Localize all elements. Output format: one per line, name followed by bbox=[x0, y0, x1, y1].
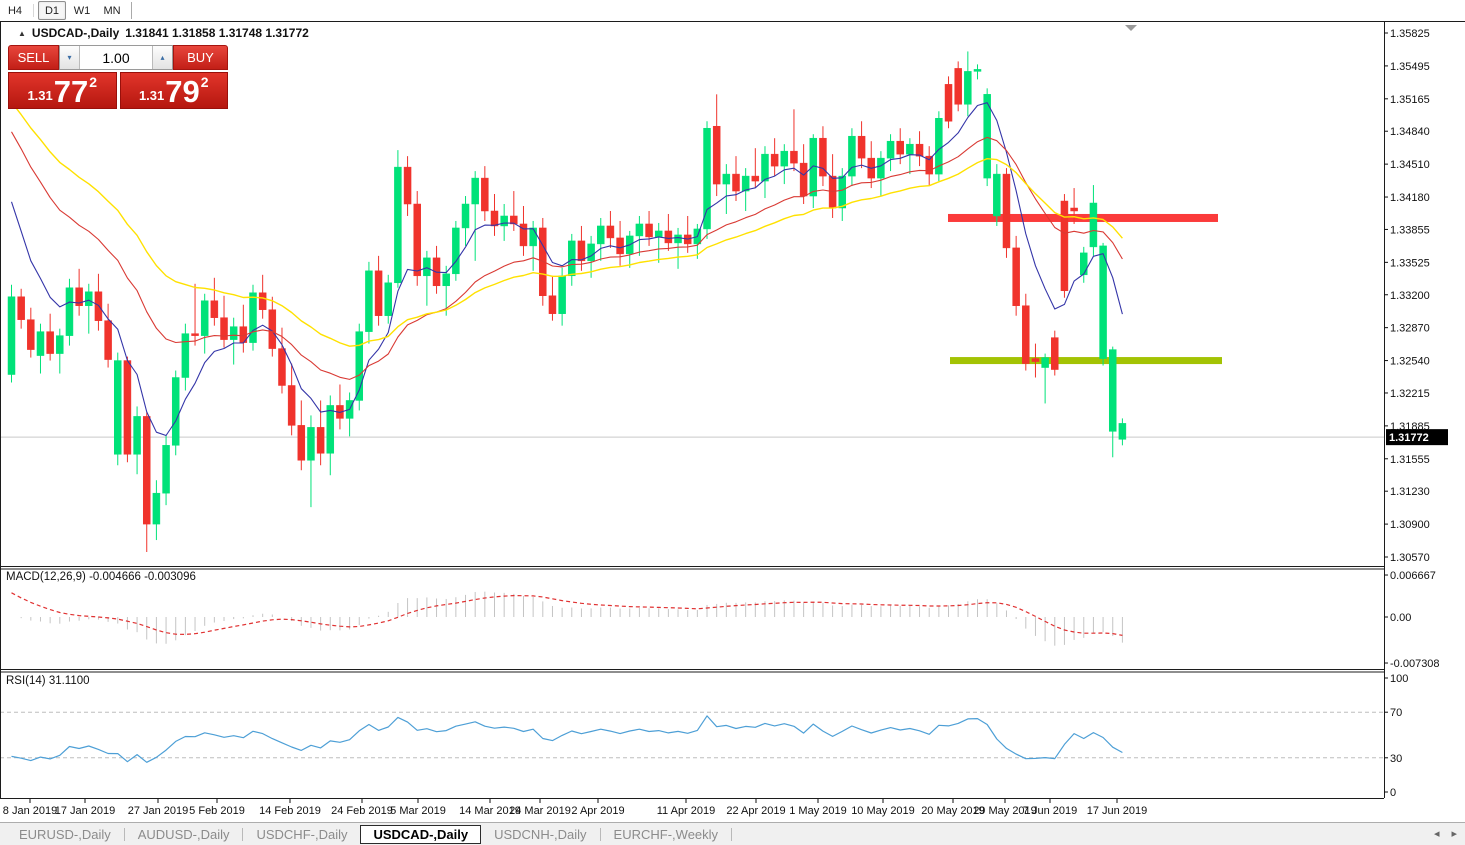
sell-price-big: 77 bbox=[53, 74, 89, 109]
tab-usdcnh-daily[interactable]: USDCNH-,Daily bbox=[494, 826, 587, 842]
rsi-axis-label: 0 bbox=[1390, 787, 1396, 799]
date-axis-label: 1 May 2019 bbox=[789, 805, 846, 817]
tab-separator bbox=[599, 827, 601, 841]
sell-button[interactable]: SELL bbox=[8, 45, 59, 70]
chart-header: ▲ USDCAD-,Daily 1.31841 1.31858 1.31748 … bbox=[18, 26, 309, 40]
timeframe-toolbar: H4 D1 W1 MN bbox=[0, 0, 1465, 21]
tab-separator bbox=[242, 827, 244, 841]
tab-separator bbox=[731, 827, 733, 841]
tab-usdchf-daily[interactable]: USDCHF-,Daily bbox=[256, 826, 348, 842]
ohlc-values: 1.31841 1.31858 1.31748 1.31772 bbox=[125, 26, 309, 40]
chart-tab-bar: EURUSD-,Daily AUDUSD-,Daily USDCHF-,Dail… bbox=[0, 822, 1465, 845]
macd-axis-label: 0.00 bbox=[1390, 612, 1411, 624]
support-hline[interactable] bbox=[950, 357, 1222, 365]
price-axis-label: 1.34840 bbox=[1390, 126, 1430, 138]
collapse-triangle-icon[interactable]: ▲ bbox=[18, 28, 26, 38]
price-axis-label: 1.30570 bbox=[1390, 552, 1430, 564]
price-axis-label: 1.35495 bbox=[1390, 61, 1430, 73]
date-axis-label: 24 Feb 2019 bbox=[331, 805, 393, 817]
one-click-trade-panel: SELL ▾ 1.00 ▴ BUY 1.31 77 2 1.31 79 2 bbox=[8, 45, 228, 109]
volume-spinner: ▾ 1.00 ▴ bbox=[59, 45, 173, 70]
tab-eurusd-daily[interactable]: EURUSD-,Daily bbox=[19, 826, 111, 842]
symbol-period-label: USDCAD-,Daily bbox=[31, 26, 120, 40]
rsi-panel-area[interactable] bbox=[0, 711, 1384, 763]
buy-price-small: 1.31 bbox=[138, 88, 165, 103]
rsi-indicator-label: RSI(14) 31.1100 bbox=[6, 675, 90, 687]
price-axis-label: 1.33525 bbox=[1390, 257, 1430, 269]
tab-scroll-left-icon[interactable]: ◂ bbox=[1433, 828, 1440, 840]
toolbar-separator bbox=[33, 4, 34, 17]
rsi-axis-label: 30 bbox=[1390, 753, 1402, 765]
price-axis-label: 1.34510 bbox=[1390, 159, 1430, 171]
price-axis-label: 1.33200 bbox=[1390, 290, 1430, 302]
volume-input[interactable]: 1.00 bbox=[102, 49, 130, 66]
date-axis-label: 17 Jan 2019 bbox=[55, 805, 116, 817]
price-axis-label: 1.31555 bbox=[1390, 454, 1430, 466]
price-axis-label: 1.35165 bbox=[1390, 94, 1430, 106]
sell-price-display[interactable]: 1.31 77 2 bbox=[8, 72, 117, 109]
date-axis-label: 2 Apr 2019 bbox=[571, 805, 624, 817]
rsi-axis-label: 100 bbox=[1390, 673, 1408, 685]
rsi-axis-label: 70 bbox=[1390, 707, 1402, 719]
date-axis-label: 20 May 2019 bbox=[921, 805, 985, 817]
price-chart-area[interactable] bbox=[0, 25, 1384, 553]
macd-axis-label: -0.007308 bbox=[1390, 658, 1440, 670]
date-axis-label: 7 Jun 2019 bbox=[1023, 805, 1077, 817]
buy-price-sup: 2 bbox=[200, 74, 209, 90]
date-axis-label: 11 Apr 2019 bbox=[657, 805, 716, 817]
price-axis-label: 1.33855 bbox=[1390, 224, 1430, 236]
macd-axis-label: 0.006667 bbox=[1390, 570, 1436, 582]
toolbar-divider bbox=[131, 2, 132, 19]
date-axis-label: 24 Mar 2019 bbox=[509, 805, 571, 817]
tab-eurchf-weekly[interactable]: EURCHF-,Weekly bbox=[613, 826, 719, 842]
buy-button[interactable]: BUY bbox=[173, 45, 228, 70]
buy-price-display[interactable]: 1.31 79 2 bbox=[119, 72, 228, 109]
date-axis-label: 5 Feb 2019 bbox=[189, 805, 245, 817]
date-axis-label: 17 Jun 2019 bbox=[1087, 805, 1148, 817]
tab-scroll-right-icon[interactable]: ▸ bbox=[1451, 828, 1457, 840]
tab-usdcad-daily[interactable]: USDCAD-,Daily bbox=[360, 824, 482, 844]
timeframe-d1-button[interactable]: D1 bbox=[38, 1, 66, 20]
macd-panel-area[interactable] bbox=[11, 591, 1123, 646]
chart-axes: 1.35825 1.35495 1.35165 1.34840 1.34510 1.341… bbox=[0, 21, 1465, 817]
macd-indicator-label: MACD(12,26,9) -0.004666 -0.003096 bbox=[6, 571, 196, 583]
price-axis-label: 1.31230 bbox=[1390, 486, 1430, 498]
price-axis-label: 1.30900 bbox=[1390, 519, 1430, 531]
date-axis-label: 8 Jan 2019 bbox=[3, 805, 57, 817]
price-axis-label: 1.32870 bbox=[1390, 323, 1430, 335]
volume-decrease-button[interactable]: ▾ bbox=[60, 46, 80, 69]
date-axis-label: 29 May 2019 bbox=[973, 805, 1037, 817]
date-axis-label: 14 Mar 2019 bbox=[459, 805, 521, 817]
date-axis-label: 22 Apr 2019 bbox=[726, 805, 785, 817]
date-axis-label: 5 Mar 2019 bbox=[390, 805, 446, 817]
tab-separator bbox=[123, 827, 125, 841]
current-price-tag: 1.31772 bbox=[1389, 432, 1429, 444]
price-axis-label: 1.32215 bbox=[1390, 388, 1430, 400]
date-axis-label: 14 Feb 2019 bbox=[259, 805, 321, 817]
sell-price-sup: 2 bbox=[89, 74, 98, 90]
tab-audusd-daily[interactable]: AUDUSD-,Daily bbox=[137, 826, 230, 842]
date-axis-label: 27 Jan 2019 bbox=[128, 805, 189, 817]
volume-increase-button[interactable]: ▴ bbox=[152, 46, 172, 69]
timeframe-w1-button[interactable]: W1 bbox=[73, 4, 91, 17]
price-axis-label: 1.34180 bbox=[1390, 192, 1430, 204]
date-axis-label: 10 May 2019 bbox=[851, 805, 915, 817]
timeframe-h4-button[interactable]: H4 bbox=[7, 4, 23, 17]
buy-price-big: 79 bbox=[165, 74, 200, 109]
sell-price-small: 1.31 bbox=[27, 88, 53, 103]
price-axis-label: 1.32540 bbox=[1390, 356, 1430, 368]
price-axis-label: 1.35825 bbox=[1390, 28, 1430, 40]
timeframe-mn-button[interactable]: MN bbox=[103, 4, 121, 17]
